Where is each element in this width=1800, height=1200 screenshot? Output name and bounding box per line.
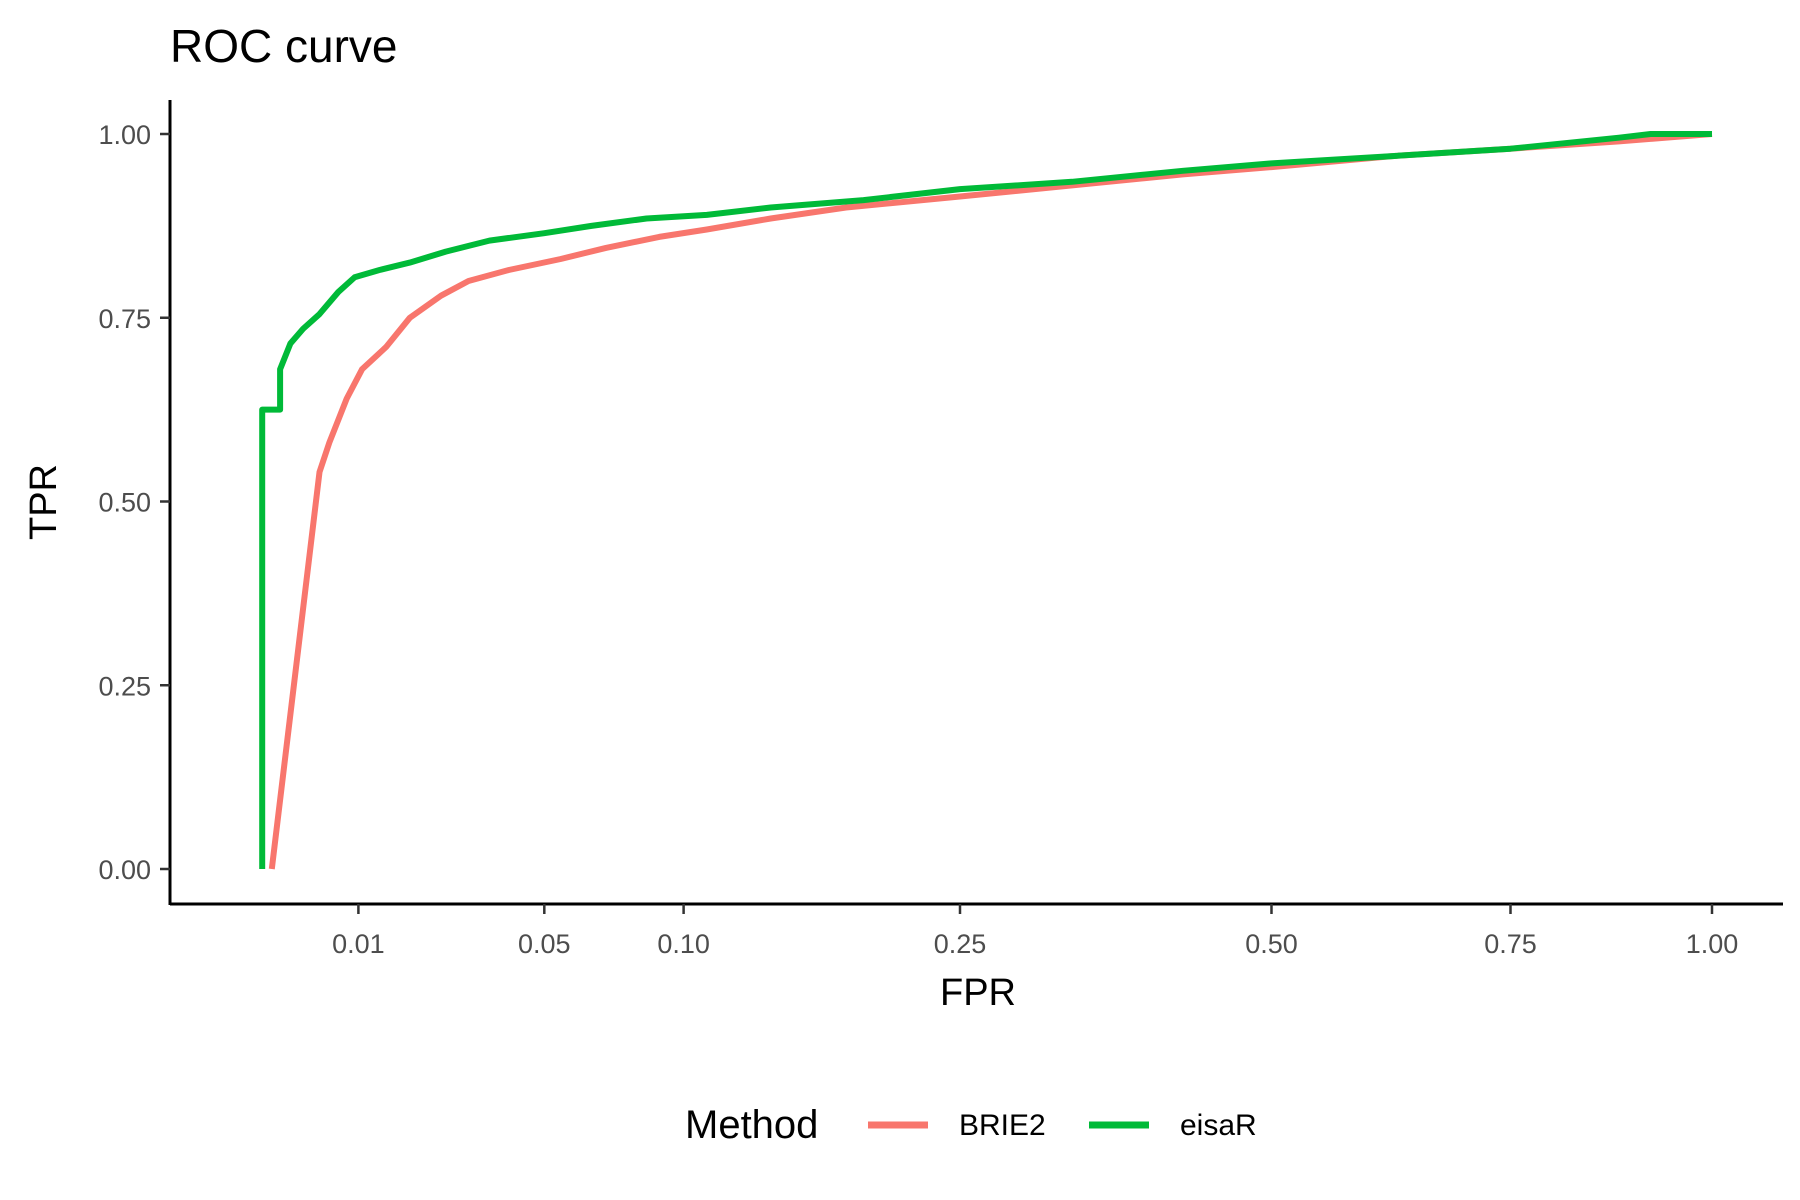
y-ticks: 0.00 0.25 0.50 0.75 1.00 xyxy=(98,120,170,885)
chart-title: ROC curve xyxy=(170,20,397,72)
x-tick-label: 0.05 xyxy=(518,929,571,959)
y-tick-label: 0.25 xyxy=(98,671,151,701)
x-ticks: 0.01 0.05 0.10 0.25 0.50 0.75 1.00 xyxy=(332,904,1738,959)
x-axis-title: FPR xyxy=(940,972,1016,1014)
legend-items: BRIE2 eisaR xyxy=(868,1109,1257,1142)
legend-label-brie2: BRIE2 xyxy=(959,1109,1046,1142)
x-tick-label: 0.10 xyxy=(657,929,710,959)
y-tick-label: 0.50 xyxy=(98,488,151,518)
x-tick-label: 0.75 xyxy=(1484,929,1537,959)
y-tick-label: 0.75 xyxy=(98,304,151,334)
y-axis-title: TPR xyxy=(23,464,65,540)
y-tick-label: 0.00 xyxy=(98,855,151,885)
series-layer xyxy=(259,131,1713,870)
legend-title: Method xyxy=(685,1103,818,1147)
x-tick-label: 0.25 xyxy=(934,929,987,959)
legend: Method BRIE2 eisaR xyxy=(685,1103,1257,1147)
x-tick-label: 1.00 xyxy=(1686,929,1739,959)
legend-label-eisar: eisaR xyxy=(1180,1109,1257,1142)
series-line-brie2 xyxy=(268,131,1713,870)
y-tick-label: 1.00 xyxy=(98,120,151,150)
x-tick-label: 0.01 xyxy=(332,929,385,959)
series-line-eisar xyxy=(259,131,1712,869)
x-tick-label: 0.50 xyxy=(1245,929,1298,959)
